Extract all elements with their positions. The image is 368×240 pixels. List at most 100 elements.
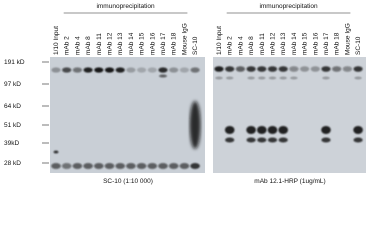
band (246, 66, 256, 72)
mw-marker: 39kD (4, 140, 19, 147)
band (290, 76, 298, 80)
band (83, 67, 93, 73)
band (322, 76, 330, 80)
lane-label: mAb 13 (117, 32, 124, 55)
lane-label: mAb 15 (139, 32, 146, 55)
blot-right (213, 57, 366, 173)
lane-label: SC-10 (355, 36, 362, 55)
band (169, 67, 179, 73)
band (51, 163, 61, 169)
band (278, 66, 288, 72)
band (310, 66, 320, 72)
band (61, 163, 72, 169)
lane-label: mAb 2 (64, 36, 71, 55)
band (94, 163, 104, 169)
lane-label: mAb 8 (248, 36, 255, 55)
panel-caption: mAb 12.1-HRP (1ug/mL) (254, 178, 325, 185)
lane-label: mAb 12 (107, 32, 114, 55)
lane-label: mAb 18 (171, 32, 178, 55)
band (342, 66, 352, 72)
panel-title: immunoprecipitation (96, 3, 155, 10)
lane-label: mAb 12 (270, 32, 277, 55)
mw-marker: 51 kD (4, 122, 21, 129)
lane-label: mAb 15 (302, 32, 309, 55)
band (158, 163, 168, 169)
mw-marker: 191 kD (4, 59, 25, 66)
band (268, 76, 277, 80)
band (321, 126, 331, 134)
band (258, 76, 266, 80)
lane-label: mAb 11 (96, 33, 103, 55)
band (246, 137, 256, 143)
lane-label: 1/10 Input (53, 26, 60, 55)
mw-marker: 97 kD (4, 81, 21, 88)
lane-label: mAb 18 (334, 32, 341, 55)
band (53, 150, 59, 154)
band (224, 126, 235, 134)
band (225, 137, 235, 143)
bands-left (51, 67, 201, 169)
lane-label: mAb 13 (280, 32, 287, 55)
band (179, 163, 190, 169)
band (353, 66, 363, 72)
lane-label: mAb 4 (237, 36, 244, 55)
lane-label: mAb 8 (85, 36, 92, 55)
lane-label: 1/10 Input (216, 26, 223, 55)
band (353, 126, 363, 134)
band (115, 67, 125, 73)
blot-left (50, 57, 205, 173)
mw-marker: 64 kD (4, 103, 21, 110)
band (51, 67, 61, 73)
band (115, 163, 125, 169)
band (159, 74, 167, 78)
lane-label: mAb 11 (259, 33, 266, 55)
band (179, 67, 189, 73)
band (126, 163, 136, 169)
band (72, 163, 83, 169)
labels: 1/10 Input mAb 2 mAb 4 mAb 8 mAb 11 mAb 12 mAb… (4, 3, 362, 185)
band (189, 101, 201, 149)
band (62, 67, 72, 73)
lane-label: mAb 2 (227, 36, 234, 55)
band (289, 66, 299, 72)
band (147, 163, 158, 169)
lane-label: mAb 17 (323, 32, 330, 55)
figure: 1/10 Input mAb 2 mAb 4 mAb 8 mAb 11 mAb 12 mAb… (4, 3, 366, 185)
band (104, 163, 115, 169)
band (257, 137, 267, 143)
band (354, 76, 362, 80)
band (353, 137, 363, 143)
band (247, 76, 255, 80)
band (300, 66, 310, 72)
band (168, 163, 179, 169)
band (267, 137, 278, 143)
band (147, 67, 157, 73)
lane-label: mAb 4 (74, 36, 81, 55)
band (267, 66, 278, 72)
lane-label: Mouse IgG (344, 23, 351, 55)
band (257, 126, 267, 134)
lane-label: SC-10 (192, 36, 199, 55)
lane-label: mAb 14 (128, 32, 135, 55)
lane-label: mAb 16 (149, 32, 156, 55)
band (214, 66, 224, 72)
band (267, 126, 278, 134)
band (215, 76, 223, 80)
band (190, 163, 200, 169)
lane-label: mAb 14 (291, 32, 298, 55)
band (158, 67, 168, 73)
panel-title: immunoprecipitation (259, 3, 318, 10)
band (332, 66, 342, 72)
band (226, 76, 234, 80)
band (190, 67, 200, 73)
lane-label: mAb 16 (312, 32, 319, 55)
band (278, 126, 289, 134)
lane-label: mAb 17 (160, 32, 167, 55)
panel-caption: SC-10 (1:10 000) (103, 178, 153, 185)
band (257, 66, 267, 72)
band (225, 66, 235, 72)
band (278, 137, 288, 143)
band (83, 163, 93, 169)
band (104, 67, 115, 73)
bands-right (214, 66, 363, 143)
